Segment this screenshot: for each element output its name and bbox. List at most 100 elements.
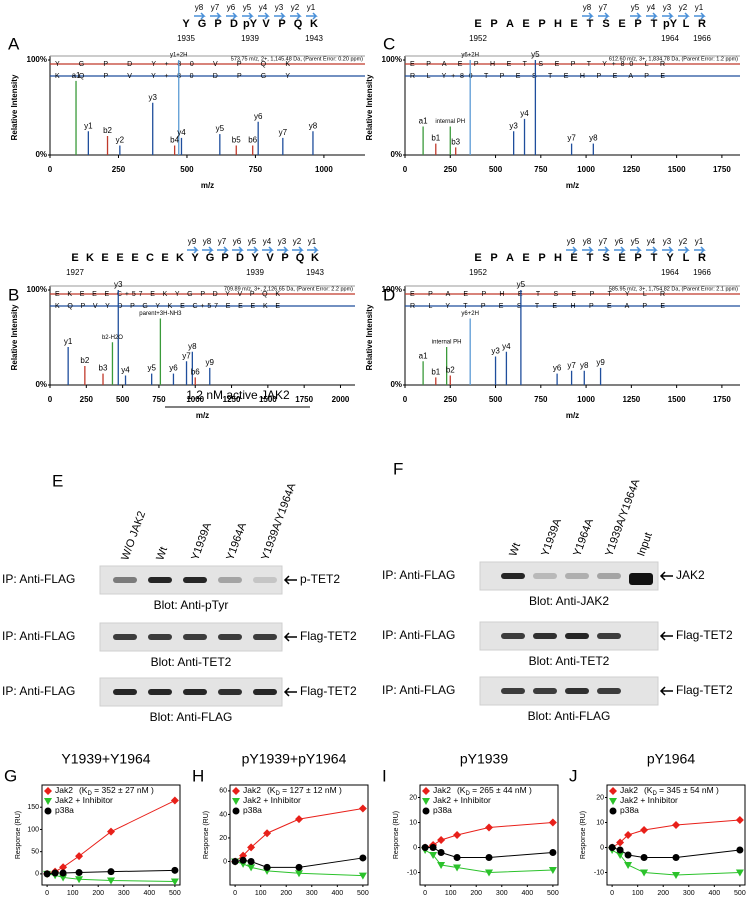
peak-label: y3 bbox=[148, 93, 157, 102]
marker-circle bbox=[429, 844, 437, 851]
residue: E bbox=[522, 18, 529, 30]
ion-flag bbox=[187, 246, 199, 254]
x-tick-label: 100 bbox=[67, 890, 79, 897]
ion-flag bbox=[247, 246, 259, 254]
residue: E bbox=[618, 18, 625, 30]
residue: P bbox=[490, 18, 497, 30]
ion-label: y2 bbox=[291, 3, 300, 12]
legend-entry: Jak2 (KD = 265 ± 44 nM ) bbox=[433, 785, 532, 796]
marker-diamond bbox=[437, 836, 446, 844]
ion-flag bbox=[630, 246, 642, 254]
x-tick-label: 1000 bbox=[186, 395, 204, 404]
y-tick-label: 50 bbox=[31, 849, 39, 856]
ion-flag bbox=[646, 12, 658, 20]
plot-frame bbox=[229, 784, 369, 886]
legend-name: Jak2 bbox=[243, 785, 261, 795]
ion-flag bbox=[694, 246, 706, 254]
marker-diamond bbox=[75, 852, 84, 861]
lane-label: Wt bbox=[154, 545, 170, 562]
y-tick-label: 0 bbox=[35, 871, 39, 878]
ion-flag bbox=[306, 12, 318, 20]
peak-label: b6 bbox=[248, 136, 257, 145]
panel-letter: C bbox=[383, 34, 395, 53]
peak-label: y5 bbox=[216, 124, 225, 133]
marker-triangle bbox=[295, 870, 303, 878]
panel-letter: F bbox=[393, 459, 403, 478]
chart-title: pY1939 bbox=[460, 751, 508, 767]
target-label: p-TET2 bbox=[300, 572, 340, 586]
y-tick-label: 0 bbox=[413, 844, 417, 851]
ion-flag bbox=[646, 246, 658, 254]
legend-entry: Jak2 (KD = 352 ± 27 nM ) bbox=[55, 785, 154, 796]
residue: H bbox=[554, 18, 562, 30]
lane-label: Y1939A bbox=[539, 517, 564, 559]
x-tick-label: 200 bbox=[92, 890, 104, 897]
marker-circle bbox=[736, 846, 744, 854]
ladder: R L Y T P E S T E H P E A P E bbox=[410, 303, 665, 310]
peak-label: y7 bbox=[567, 361, 576, 370]
ion-flag bbox=[194, 12, 206, 20]
residue: K bbox=[86, 252, 94, 264]
band bbox=[629, 573, 653, 585]
marker-triangle bbox=[44, 798, 52, 805]
residue: E bbox=[116, 252, 123, 264]
band bbox=[501, 688, 525, 694]
marker-triangle bbox=[437, 862, 446, 869]
marker-diamond bbox=[485, 823, 493, 832]
legend-name: Jak2 bbox=[55, 785, 73, 795]
residue: L bbox=[683, 252, 690, 264]
band bbox=[148, 634, 172, 640]
kd-post: = 352 ± 27 nM ) bbox=[92, 785, 154, 795]
residue: Y bbox=[666, 252, 674, 264]
x-tick-label: 1750 bbox=[713, 165, 731, 174]
ion-flag bbox=[232, 246, 244, 254]
x-tick-label: 0 bbox=[233, 890, 237, 897]
marker-diamond bbox=[170, 796, 179, 805]
peak-label: b5 bbox=[232, 136, 241, 145]
marker-triangle bbox=[358, 872, 367, 880]
target-label: Flag-TET2 bbox=[300, 684, 357, 698]
x-tick-label: 400 bbox=[331, 890, 343, 897]
target-label: Flag-TET2 bbox=[676, 628, 733, 642]
residue: K bbox=[310, 18, 318, 30]
x-tick-label: 750 bbox=[534, 165, 548, 174]
peak-label: y6+2H bbox=[461, 53, 479, 59]
y-axis-label: Relative Intensity bbox=[10, 74, 19, 140]
lane-label: Y1939A/Y1964A bbox=[603, 477, 642, 558]
kd-sub: D bbox=[465, 791, 470, 797]
ion-label: y4 bbox=[263, 237, 272, 246]
peak-label: y6 bbox=[169, 364, 178, 373]
y-tick-label: 20 bbox=[409, 794, 417, 801]
kd-sub: D bbox=[87, 791, 92, 797]
residue-number: 1964 bbox=[661, 268, 679, 277]
residue: E bbox=[522, 252, 529, 264]
ion-label: y6 bbox=[233, 237, 242, 246]
y-tick-label: 40 bbox=[219, 811, 227, 818]
marker-triangle bbox=[616, 852, 625, 859]
residue: K bbox=[176, 252, 184, 264]
annotation: 585.95 m/z, 3+, 1,754.82 Da, (Parent Err… bbox=[609, 286, 738, 292]
residue: A bbox=[506, 18, 514, 30]
x-tick-label: 500 bbox=[169, 890, 181, 897]
peak-label: a1 bbox=[419, 351, 428, 360]
peak-label: a1 bbox=[72, 71, 81, 80]
band bbox=[113, 577, 137, 583]
marker-circle bbox=[437, 849, 445, 856]
residue: E bbox=[474, 18, 481, 30]
residue: T bbox=[587, 18, 594, 30]
x-tick-label: 300 bbox=[118, 890, 130, 897]
marker-diamond bbox=[247, 843, 256, 852]
x-tick-label: 1500 bbox=[668, 165, 686, 174]
band bbox=[253, 689, 277, 695]
x-axis-label: m/z bbox=[201, 181, 214, 190]
peak-label: y8 bbox=[589, 134, 598, 143]
x-axis-label: m/z bbox=[196, 411, 209, 420]
peak-label: y3 bbox=[509, 121, 518, 130]
marker-circle bbox=[453, 854, 461, 861]
y-axis-label: Relative Intensity bbox=[10, 304, 19, 370]
y-tick-label: 20 bbox=[219, 835, 227, 842]
blot-label: Blot: Anti-TET2 bbox=[151, 655, 232, 669]
ion-label: y2 bbox=[679, 3, 688, 12]
ip-label: IP: Anti-FLAG bbox=[2, 572, 75, 586]
legend-entry: Jak2 + Inhibitor bbox=[243, 795, 301, 805]
